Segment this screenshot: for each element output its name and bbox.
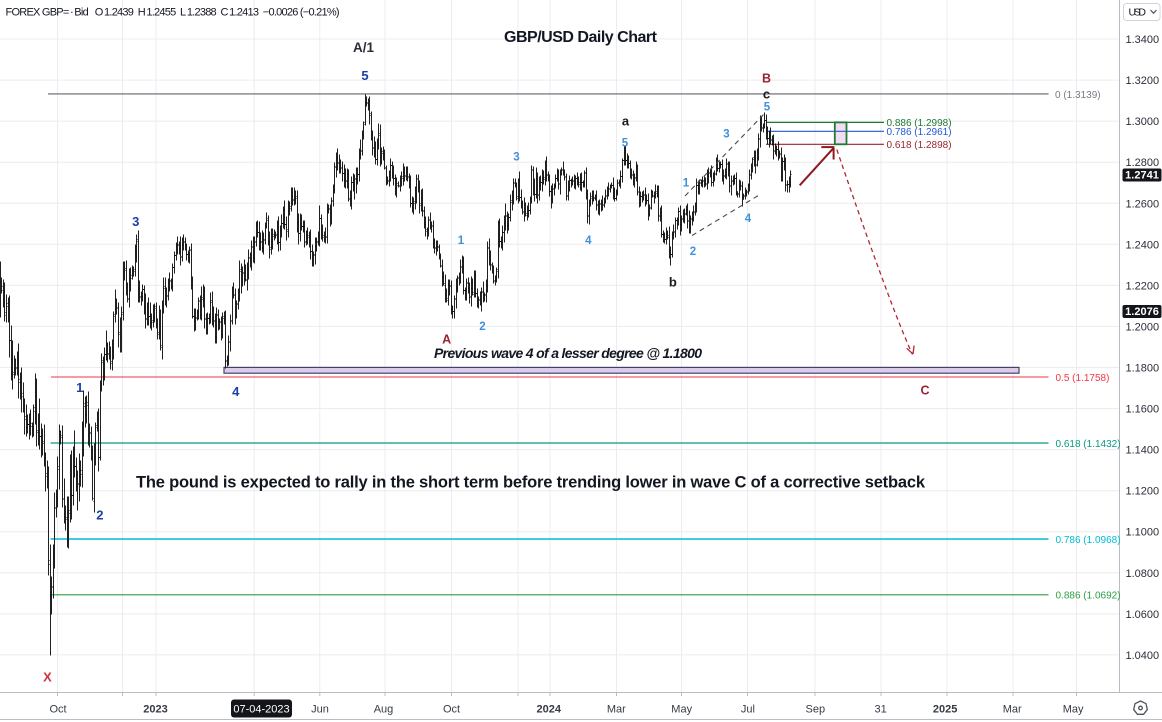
svg-text:2024: 2024 (537, 704, 562, 716)
svg-text:1.2600: 1.2600 (1126, 198, 1160, 210)
svg-text:The pound is expected to rally: The pound is expected to rally in the sh… (136, 474, 926, 492)
svg-text:2023: 2023 (143, 704, 167, 716)
svg-text:2025: 2025 (933, 704, 957, 716)
svg-text:1.3000: 1.3000 (1126, 116, 1160, 128)
svg-text:1.0800: 1.0800 (1126, 568, 1160, 580)
svg-text:May: May (671, 704, 692, 716)
svg-text:A: A (442, 333, 451, 347)
svg-text:c: c (763, 87, 770, 102)
svg-text:31: 31 (874, 704, 886, 716)
svg-text:B: B (762, 72, 771, 86)
svg-text:1.2000: 1.2000 (1126, 321, 1160, 333)
svg-text:5: 5 (622, 137, 629, 149)
svg-text:0.786 (1.2961): 0.786 (1.2961) (887, 127, 952, 138)
svg-text:Oct: Oct (49, 704, 66, 716)
svg-text:1.1200: 1.1200 (1126, 486, 1160, 498)
svg-text:1: 1 (683, 177, 690, 189)
svg-text:Sep: Sep (806, 704, 826, 716)
svg-text:4: 4 (232, 384, 240, 399)
svg-text:4: 4 (745, 213, 752, 225)
svg-text:C: C (920, 384, 929, 398)
svg-text:USD: USD (1129, 7, 1147, 19)
svg-text:1.0600: 1.0600 (1126, 609, 1160, 621)
svg-text:1.1400: 1.1400 (1126, 445, 1160, 457)
svg-text:1.2400: 1.2400 (1126, 239, 1160, 251)
svg-text:1: 1 (458, 235, 465, 247)
svg-text:2: 2 (690, 246, 696, 258)
svg-text:Jun: Jun (311, 704, 329, 716)
svg-text:1: 1 (76, 380, 83, 395)
svg-text:Jul: Jul (741, 704, 755, 716)
svg-text:Aug: Aug (374, 704, 394, 716)
svg-text:2: 2 (96, 508, 103, 523)
svg-text:FOREX GBP= · Bid O 1.2439 H: FOREX GBP= · Bid O 1.2439 H 1.2455 L 1.2… (6, 7, 340, 19)
svg-text:2: 2 (479, 321, 485, 333)
svg-text:1.2741: 1.2741 (1125, 170, 1159, 182)
svg-text:b: b (669, 275, 677, 290)
svg-text:GBP/USD Daily Chart: GBP/USD Daily Chart (504, 29, 658, 46)
svg-text:Mar: Mar (1003, 704, 1022, 716)
svg-text:5: 5 (764, 102, 771, 114)
svg-text:4: 4 (585, 235, 592, 247)
svg-text:A/1: A/1 (353, 40, 375, 55)
svg-text:1.3400: 1.3400 (1126, 34, 1160, 46)
svg-text:1.1800: 1.1800 (1126, 363, 1160, 375)
svg-text:0.886 (1.2998): 0.886 (1.2998) (887, 118, 952, 129)
svg-text:3: 3 (132, 214, 139, 229)
svg-text:1.3200: 1.3200 (1126, 75, 1160, 87)
svg-text:0.618 (1.2898): 0.618 (1.2898) (887, 140, 952, 151)
svg-text:1.0400: 1.0400 (1126, 650, 1160, 662)
svg-text:0.786 (1.0968): 0.786 (1.0968) (1056, 535, 1121, 546)
svg-text:Oct: Oct (443, 704, 460, 716)
svg-text:Previous wave 4 of a lesser de: Previous wave 4 of a lesser degree @ 1.1… (434, 345, 702, 361)
svg-text:Mar: Mar (607, 704, 626, 716)
svg-text:0 (1.3139): 0 (1.3139) (1055, 90, 1101, 101)
svg-text:0.618 (1.1432): 0.618 (1.1432) (1056, 439, 1121, 450)
svg-text:1.1600: 1.1600 (1126, 404, 1160, 416)
svg-text:0.886 (1.0692): 0.886 (1.0692) (1056, 591, 1121, 602)
svg-text:3: 3 (513, 152, 519, 164)
svg-text:May: May (1063, 704, 1084, 716)
svg-text:1.2076: 1.2076 (1125, 306, 1159, 318)
svg-text:1.2200: 1.2200 (1126, 280, 1160, 292)
svg-text:5: 5 (361, 68, 368, 83)
svg-text:1.2800: 1.2800 (1126, 157, 1160, 169)
svg-text:1.1000: 1.1000 (1126, 527, 1160, 539)
svg-text:07-04-2023: 07-04-2023 (233, 704, 289, 716)
svg-text:a: a (622, 114, 630, 129)
svg-text:0.5 (1.1758): 0.5 (1.1758) (1056, 373, 1110, 384)
svg-text:X: X (43, 670, 52, 685)
svg-text:3: 3 (723, 128, 729, 140)
